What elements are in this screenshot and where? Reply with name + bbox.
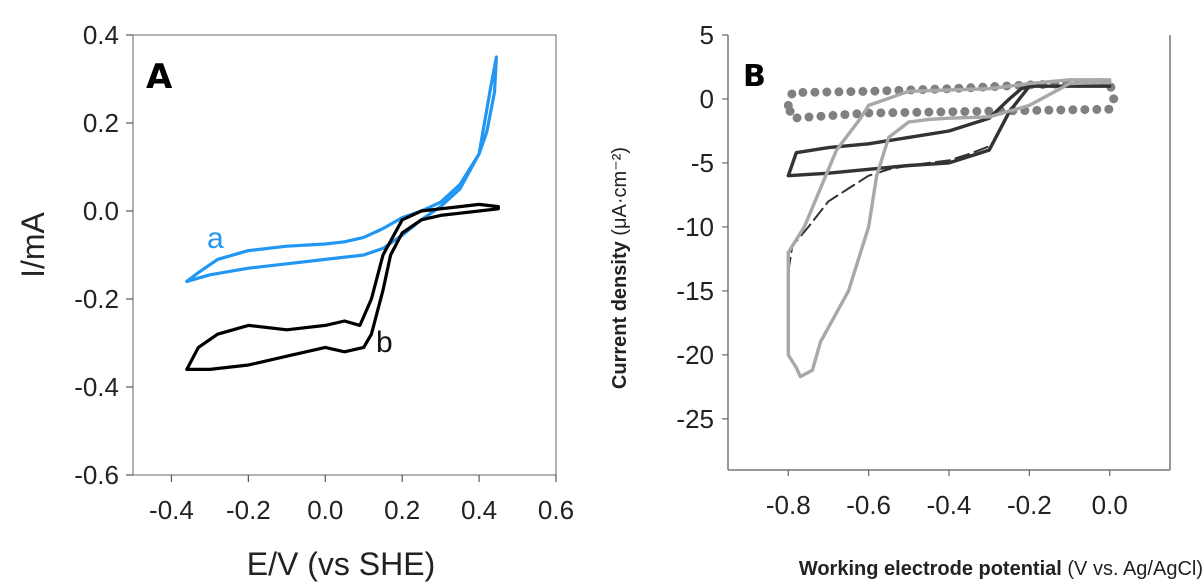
panel-a-ytick-label: 0.2 (83, 108, 119, 138)
panel-b-ytick-label: 0 (700, 84, 714, 114)
panel-b-series-solid-1 (786, 84, 1112, 178)
panel-b-ylabel-main: Current density (609, 240, 631, 389)
panel-b-ytick-label: -10 (676, 212, 714, 242)
panel-b-ylabel-units: (μA·cm⁻²) (609, 147, 631, 236)
panel-a-ylabel: I/mA (15, 211, 51, 277)
panel-b-series (783, 77, 1119, 379)
panel-b-ytick-label: -20 (676, 340, 714, 370)
panel-a-xtick-label: -0.2 (226, 495, 271, 525)
panel-a-xtick-label: 0.6 (538, 495, 574, 525)
panel-b-series-solid-3 (786, 78, 1112, 379)
panel-a-ytick-label: 0.0 (83, 196, 119, 226)
panel-a-ytick-label: -0.6 (74, 460, 119, 490)
panel-b-xtick-label: -0.6 (846, 490, 891, 520)
panel-b-xlabel-main: Working electrode potential (799, 558, 1062, 580)
panel-a-ticks: -0.4 -0.2 0.0 0.2 0.4 0.6 0.4 0.2 0.0 -0.2 -0.4 -0.… (74, 20, 574, 525)
panel-b-letter: B (743, 59, 766, 94)
panel-b-xtick-label: 0.0 (1092, 490, 1128, 520)
panel-b-xlabel: Working electrode potential (V vs. Ag/Ag… (799, 558, 1203, 580)
panel-a-series-a (185, 55, 498, 283)
panel-a-series-b (185, 202, 500, 371)
panel-b-xlabel-units-text: (V vs. Ag/AgCl) (1067, 558, 1203, 580)
panel-a-xtick-label: 0.4 (461, 495, 497, 525)
panel-b-ytick-label: 5 (700, 20, 714, 50)
panel-b-ticks: -0.8 -0.6 -0.4 -0.2 0.0 5 0 -5 -10 -15 -20 -25 (676, 20, 1127, 520)
panel-a-xlabel: E/V (vs SHE) (247, 546, 435, 582)
panel-a-letter: A (146, 57, 173, 97)
panel-b-ylabel: Current density (μA·cm⁻²) (609, 147, 631, 389)
panel-a-xtick-label: 0.0 (307, 495, 343, 525)
panel-b-series-dotted-0 (783, 77, 1119, 123)
panel-a-ytick-label: -0.4 (74, 372, 119, 402)
panel-a: -0.4 -0.2 0.0 0.2 0.4 0.6 0.4 0.2 0.0 -0.2 -0.4 -0.… (15, 20, 574, 582)
panel-a-plot-frame (132, 34, 557, 476)
panel-a-series-b-label: b (376, 326, 393, 359)
panel-b-xtick-label: -0.4 (927, 490, 972, 520)
panel-b-series-dashed-2 (787, 145, 991, 273)
panel-b-xtick-label: -0.2 (1007, 490, 1052, 520)
panel-a-series-a-label: a (207, 222, 224, 255)
panel-a-xtick-label: -0.4 (149, 495, 194, 525)
panel-a-ytick-label: -0.2 (74, 284, 119, 314)
panel-a-series (185, 55, 500, 371)
panel-b-ytick-label: -5 (691, 148, 714, 178)
panel-b-xtick-label: -0.8 (766, 490, 811, 520)
panel-a-xtick-label: 0.2 (384, 495, 420, 525)
panel-b: -0.8 -0.6 -0.4 -0.2 0.0 5 0 -5 -10 -15 -20 -25 B Wo… (609, 20, 1203, 580)
panel-a-ytick-label: 0.4 (83, 20, 119, 50)
panel-b-ytick-label: -15 (676, 276, 714, 306)
panel-b-ytick-label: -25 (676, 404, 714, 434)
